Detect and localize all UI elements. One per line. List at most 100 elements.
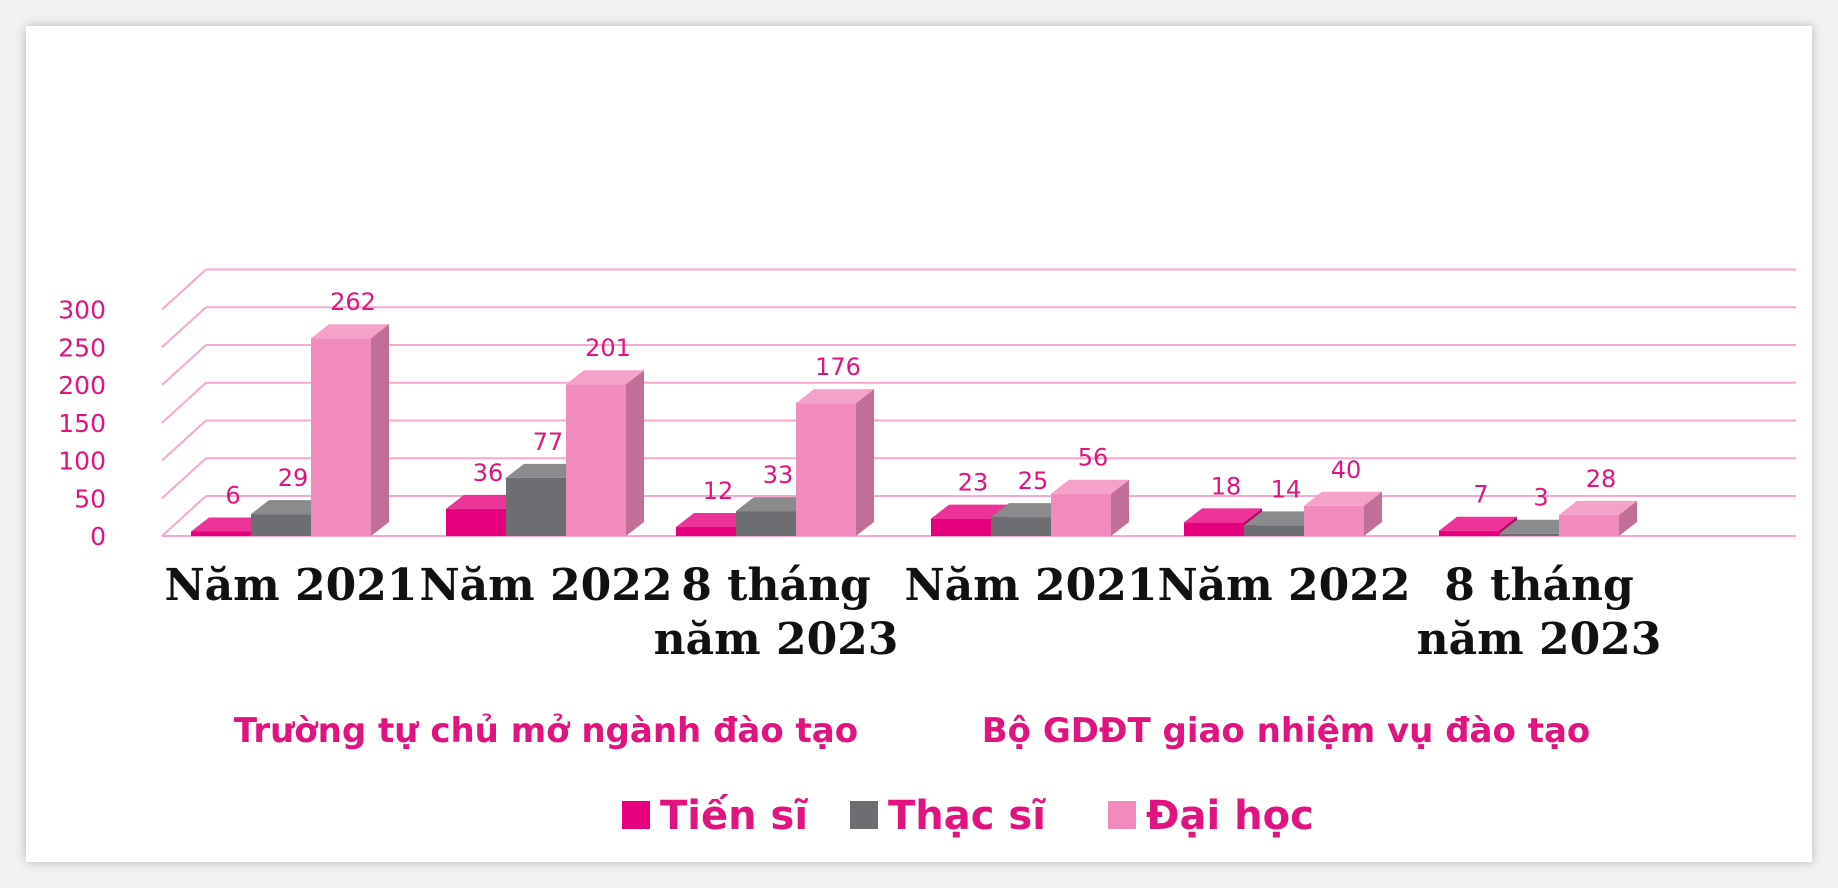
category-label: năm 2023 <box>654 614 899 665</box>
data-label: 29 <box>278 464 309 492</box>
bar-side <box>371 324 389 536</box>
bar-Đại học-4 <box>1304 491 1382 536</box>
data-label: 40 <box>1331 456 1362 484</box>
category-label: Năm 2022 <box>419 560 672 611</box>
bar-front <box>1439 530 1499 536</box>
bar-chart: 0 50 100 150 200 250 300 6 29 262 Năm 2021 36 77 201 N… <box>58 268 1796 839</box>
bar-side <box>856 389 874 536</box>
y-tick-label: 200 <box>58 371 106 400</box>
data-label: 12 <box>703 477 734 505</box>
bar-Đại học-3 <box>1051 479 1129 536</box>
data-label: 7 <box>1473 481 1488 509</box>
bar-top <box>311 324 389 339</box>
bar-front <box>991 517 1051 536</box>
bar-top <box>506 463 584 478</box>
y-tick-label: 250 <box>58 333 106 362</box>
legend-swatch <box>622 801 650 829</box>
gridline-depth <box>161 382 207 424</box>
data-label: 3 <box>1533 484 1548 512</box>
bar-front <box>1051 493 1111 536</box>
bar-side <box>626 370 644 536</box>
legend-label: Thạc sĩ <box>888 793 1046 839</box>
bar-front <box>251 514 311 536</box>
bar-top <box>566 370 644 385</box>
bar-top <box>1051 479 1129 494</box>
bar-front <box>676 526 736 536</box>
bar-top <box>1244 511 1322 526</box>
gridline-depth <box>161 268 207 311</box>
bar-side <box>1111 479 1129 536</box>
category-label: Năm 2021 <box>164 560 417 611</box>
category-label: 8 tháng <box>681 560 871 611</box>
group-label: Trường tự chủ mở ngành đào tạo <box>234 711 858 751</box>
bar-top <box>191 517 269 532</box>
bar-front <box>1559 514 1619 536</box>
bar-top <box>931 504 1009 519</box>
legend: Tiến sĩ Thạc sĩ Đại học <box>622 793 1314 839</box>
bar-front <box>1244 525 1304 536</box>
y-tick-label: 0 <box>90 522 106 551</box>
data-label: 36 <box>473 459 504 487</box>
gridline-depth <box>161 419 207 462</box>
bar-top <box>1439 516 1517 531</box>
bar-front <box>1184 522 1244 536</box>
data-label: 176 <box>815 353 861 381</box>
data-label: 6 <box>225 481 240 509</box>
category-label: Năm 2022 <box>1157 560 1410 611</box>
bar-side <box>1364 491 1382 536</box>
y-tick-label: 50 <box>74 484 106 513</box>
bar-front <box>931 518 991 536</box>
bar-front <box>566 384 626 536</box>
data-label: 201 <box>585 334 631 362</box>
bar-front <box>796 403 856 536</box>
bar-front <box>1304 505 1364 536</box>
bar-front <box>736 511 796 536</box>
chart-card: 0 50 100 150 200 250 300 6 29 262 Năm 2021 36 77 201 N… <box>26 26 1812 862</box>
bar-top <box>1559 500 1637 515</box>
data-label: 262 <box>330 288 376 316</box>
bar-front <box>506 477 566 536</box>
data-label: 23 <box>958 469 989 497</box>
category-label: năm 2023 <box>1417 614 1662 665</box>
gridline-depth <box>161 306 207 348</box>
bar-Đại học-2 <box>796 389 874 536</box>
gridline-depth <box>161 344 207 386</box>
category-label: Năm 2021 <box>904 560 1157 611</box>
bar-Đại học-5 <box>1559 500 1637 536</box>
data-label: 25 <box>1018 467 1049 495</box>
bar-top <box>796 389 874 404</box>
data-label: 14 <box>1271 475 1302 503</box>
bar-Đại học-0 <box>311 324 389 536</box>
bar-top <box>676 512 754 527</box>
bar-top <box>736 497 814 512</box>
bar-Đại học-1 <box>566 370 644 536</box>
y-tick-label: 150 <box>58 409 106 438</box>
bar-top <box>1499 519 1577 534</box>
bar-top <box>991 503 1069 518</box>
y-tick-label: 300 <box>58 296 106 325</box>
bar-top <box>1184 508 1262 523</box>
group-label: Bộ GDĐT giao nhiệm vụ đào tạo <box>982 711 1591 751</box>
bar-front <box>311 338 371 536</box>
y-tick-label: 100 <box>58 447 106 476</box>
data-label: 56 <box>1078 444 1109 472</box>
gridline-depth <box>161 495 207 537</box>
bar-top <box>1304 491 1382 506</box>
data-label: 18 <box>1211 472 1242 500</box>
legend-label: Đại học <box>1146 793 1314 839</box>
bar-front <box>446 508 506 536</box>
bar-top <box>251 500 329 515</box>
bar-front <box>191 531 251 536</box>
bar-Tiến sĩ-1 <box>446 494 524 536</box>
bar-side <box>1619 500 1637 536</box>
legend-swatch <box>850 801 878 829</box>
data-label: 33 <box>763 461 794 489</box>
data-label: 28 <box>1586 465 1617 493</box>
data-label: 77 <box>533 428 564 456</box>
category-label: 8 tháng <box>1444 560 1634 611</box>
bar-front <box>1499 533 1559 536</box>
bar-top <box>446 494 524 509</box>
legend-swatch <box>1108 801 1136 829</box>
legend-label: Tiến sĩ <box>660 793 808 839</box>
gridline-depth <box>161 457 207 499</box>
